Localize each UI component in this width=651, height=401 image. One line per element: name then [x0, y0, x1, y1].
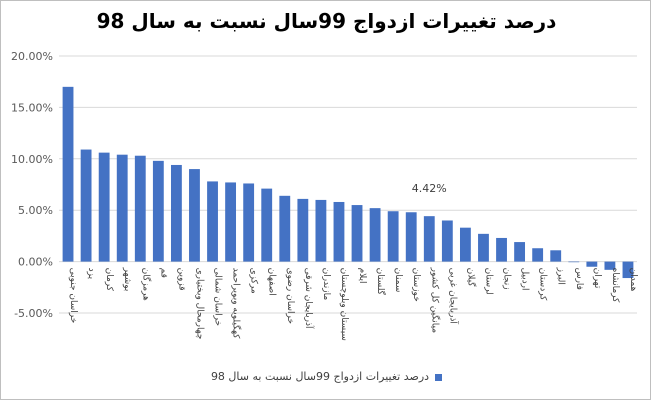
x-tick-label: مازندران [321, 268, 331, 301]
x-tick-label: زنجان [502, 268, 512, 290]
y-tick-label: 15.00% [11, 101, 53, 114]
bar [152, 160, 164, 262]
bar [116, 154, 128, 262]
x-tick-label: اصفهان [267, 268, 277, 296]
x-tick-label: هرمزگان [140, 268, 152, 301]
bar [279, 195, 291, 262]
bar [80, 149, 92, 262]
x-tick-label: خراسان رضوی [285, 268, 295, 324]
x-tick-label: اردبیل [520, 268, 530, 291]
data-label: 4.42% [412, 182, 447, 195]
bar [225, 182, 237, 262]
bar [243, 183, 255, 262]
x-tick-label: گلستان [375, 268, 387, 296]
x-tick-label: آذربایجان غربی [447, 268, 459, 325]
x-tick-label: کهگیلویه وبویراحمد [231, 268, 243, 340]
x-tick-label: یزد [86, 268, 96, 280]
bar [98, 152, 110, 262]
x-tick-label: همدان [628, 268, 638, 292]
x-tick-label: خوزستان [411, 268, 421, 302]
bar [496, 237, 507, 262]
x-tick-label: سمنان [393, 268, 403, 293]
x-tick-label: میانگین کل کشور [429, 267, 441, 334]
bar [315, 199, 327, 262]
bar [459, 227, 471, 262]
y-tick-label: 10.00% [11, 153, 53, 166]
x-tick-label: مرکزی [249, 268, 259, 294]
x-tick-label: قم [158, 268, 168, 278]
y-tick-label: 0.00% [18, 256, 53, 269]
bar [514, 242, 526, 262]
x-tick-label: قزوین [176, 268, 186, 291]
bar [622, 261, 634, 279]
legend-swatch [435, 373, 443, 381]
bar [333, 201, 345, 262]
x-tick-label: فارس [574, 268, 584, 290]
bar [189, 169, 200, 262]
bar [261, 188, 273, 262]
chart-legend: درصد تغییرات ازدواج 99سال نسبت به سال 98 [1, 370, 651, 383]
y-tick-label: 5.00% [18, 204, 53, 217]
x-tick-label: خراسان شمالی [213, 268, 223, 327]
x-tick-label: کردستان [538, 268, 548, 302]
x-tick-label: بوشهر [122, 267, 132, 292]
bar [62, 86, 74, 262]
bar [478, 233, 489, 262]
bar [423, 216, 435, 262]
x-tick-label: تهران [592, 268, 602, 289]
x-tick-label: لرستان [483, 268, 493, 295]
chart-title: درصد تغییرات ازدواج 99سال نسبت به سال 98 [96, 9, 557, 33]
x-tick-label: سیستان وبلوچستان [339, 268, 349, 341]
legend-label: درصد تغییرات ازدواج 99سال نسبت به سال 98 [210, 370, 430, 383]
bar [405, 212, 417, 262]
bar [387, 211, 399, 262]
bar [351, 205, 363, 262]
x-tick-label: چهارمحال وبختیاری [194, 268, 204, 340]
x-tick-label: کرمان [104, 268, 114, 292]
bar [297, 198, 309, 262]
bar [550, 250, 562, 262]
bar [604, 261, 616, 270]
bar [369, 208, 381, 262]
bar [532, 248, 544, 262]
x-tick-label: آذربایجان شرقی [303, 268, 315, 329]
y-tick-label: 20.00% [11, 50, 53, 63]
x-tick-label: کرمانشاه [610, 268, 620, 304]
bar [170, 164, 182, 262]
x-tick-label: گیلان [465, 268, 477, 288]
bar [134, 155, 146, 262]
bar [568, 261, 580, 263]
bar [586, 261, 598, 267]
bar [441, 220, 453, 262]
bar [207, 181, 218, 262]
x-tick-label: ایلام [357, 268, 367, 284]
y-tick-label: -5.00% [14, 307, 53, 320]
x-tick-label: خراسان جنوبی [68, 268, 78, 324]
x-tick-label: البرز [556, 267, 566, 285]
